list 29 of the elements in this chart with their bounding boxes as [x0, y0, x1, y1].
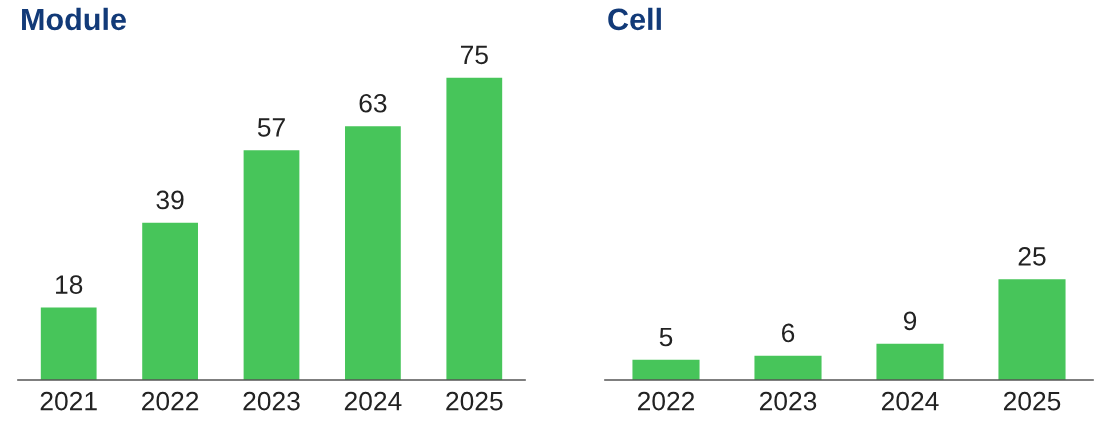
bar — [243, 150, 300, 380]
x-tick-label: 2024 — [344, 391, 402, 411]
bar — [142, 222, 198, 380]
bar — [876, 343, 944, 380]
bar — [632, 359, 700, 380]
x-tick-label: 2023 — [759, 391, 817, 411]
chart-title: Module — [22, 7, 126, 31]
data-label: 6 — [782, 323, 795, 343]
bar — [998, 279, 1066, 380]
data-label: 5 — [659, 327, 673, 347]
data-label: 63 — [359, 93, 387, 113]
data-label: 57 — [257, 118, 285, 137]
data-label: 18 — [56, 275, 83, 294]
data-label: 25 — [1018, 247, 1046, 266]
x-tick-label: 2022 — [637, 391, 695, 411]
data-label: 9 — [903, 311, 917, 331]
chart-title: Cell — [608, 7, 661, 31]
bar — [754, 355, 822, 380]
data-label: 75 — [460, 45, 488, 65]
bar — [40, 307, 97, 380]
bar — [446, 77, 503, 380]
bar — [345, 126, 401, 380]
x-tick-label: 2021 — [40, 391, 97, 411]
data-label: 39 — [156, 190, 184, 210]
x-tick-label: 2025 — [1003, 391, 1061, 411]
x-tick-label: 2023 — [243, 391, 300, 411]
x-tick-label: 2022 — [142, 391, 199, 411]
x-tick-label: 2025 — [446, 391, 503, 411]
x-tick-label: 2024 — [881, 391, 939, 411]
